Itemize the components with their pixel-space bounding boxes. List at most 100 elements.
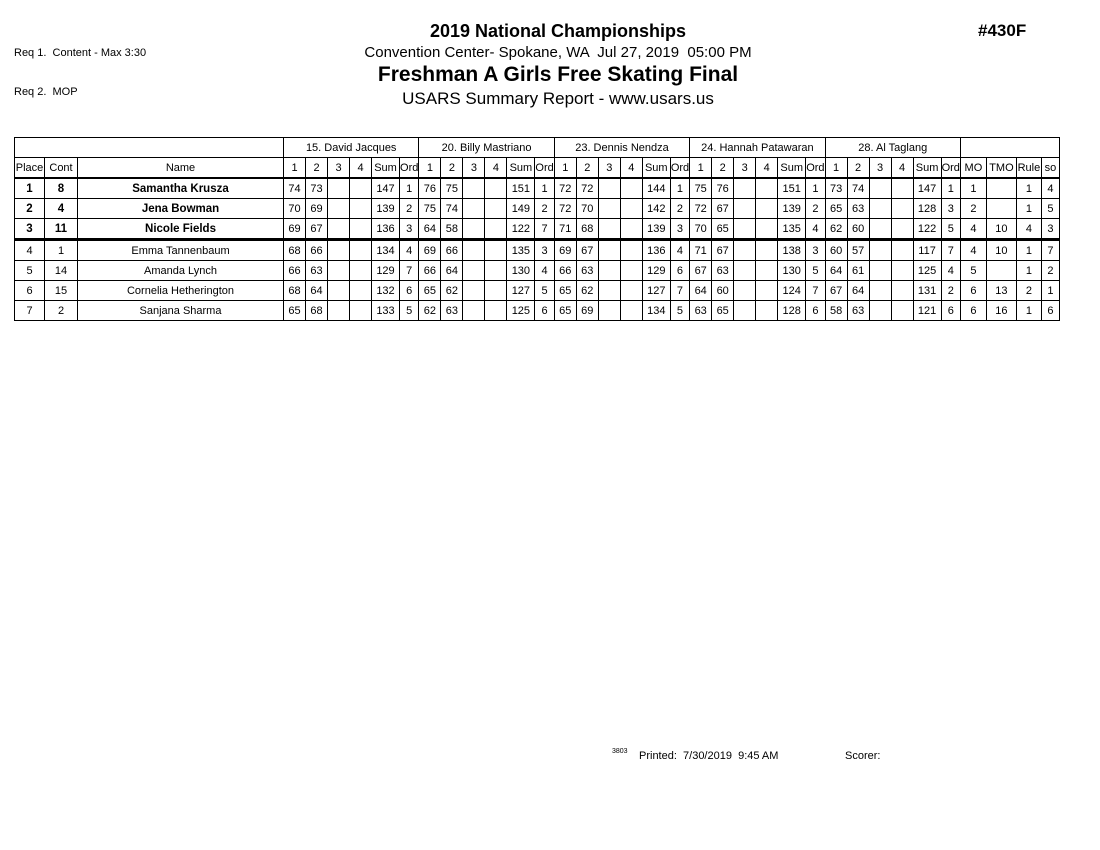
col-header-sum: Sum bbox=[506, 157, 536, 179]
judge-score-cell bbox=[868, 300, 892, 321]
judge-score-cell bbox=[484, 300, 508, 321]
event-code: #430F bbox=[978, 21, 1027, 40]
judge-score-cell bbox=[327, 218, 350, 241]
judge-sum-cell: 135 bbox=[506, 239, 536, 261]
judge-score-cell: 67 bbox=[575, 239, 599, 261]
judge-sum-cell: 136 bbox=[371, 218, 400, 241]
judge-score-cell: 68 bbox=[283, 280, 306, 301]
judge-score-cell: 70 bbox=[689, 218, 713, 241]
judge-sum-cell: 147 bbox=[371, 177, 400, 199]
col-header-place: Place bbox=[14, 157, 45, 179]
judge-ordinal-cell: 4 bbox=[534, 260, 555, 281]
judge-score-cell: 65 bbox=[824, 198, 848, 219]
so-cell: 7 bbox=[1040, 239, 1060, 261]
judge-score-cell: 63 bbox=[689, 300, 713, 321]
judge-score-cell: 67 bbox=[711, 239, 735, 261]
col-header-score-2: 2 bbox=[305, 157, 328, 179]
judge-score-cell bbox=[462, 300, 486, 321]
col-header-tmo: TMO bbox=[985, 157, 1017, 179]
judge-score-cell bbox=[597, 300, 621, 321]
judge-sum-cell: 139 bbox=[371, 198, 400, 219]
judge-score-cell bbox=[755, 177, 779, 199]
judge-ordinal-cell: 2 bbox=[805, 198, 826, 219]
judge-score-cell: 58 bbox=[440, 218, 464, 241]
col-header-score-1: 1 bbox=[553, 157, 577, 179]
judge-score-cell bbox=[327, 198, 350, 219]
judge-score-cell: 75 bbox=[418, 198, 442, 219]
judge-sum-cell: 129 bbox=[641, 260, 671, 281]
judge-sum-cell: 125 bbox=[912, 260, 942, 281]
table-row: 7 2 Sanjana Sharma 65 68 133 5 62 63 125 6 65 69 134 5… bbox=[14, 300, 1060, 321]
table-row: 4 1 Emma Tannenbaum 68 66 134 4 69 66 135 3 69 67 136… bbox=[14, 239, 1060, 261]
judge-score-cell bbox=[462, 177, 486, 199]
judge-group-header: 24. Hannah Patawaran bbox=[689, 137, 826, 158]
judge-ordinal-cell: 3 bbox=[398, 218, 420, 241]
judge-sum-cell: 129 bbox=[371, 260, 400, 281]
judge-sum-cell: 122 bbox=[506, 218, 536, 241]
judge-score-cell bbox=[349, 260, 372, 281]
so-cell: 6 bbox=[1040, 300, 1060, 321]
judge-score-cell bbox=[327, 300, 350, 321]
judge-score-cell: 62 bbox=[418, 300, 442, 321]
judge-ordinal-cell: 1 bbox=[940, 177, 961, 199]
contestant-number-cell: 14 bbox=[44, 260, 78, 281]
judge-sum-cell: 130 bbox=[777, 260, 807, 281]
mo-cell: 2 bbox=[959, 198, 987, 219]
judge-score-cell: 66 bbox=[283, 260, 306, 281]
judge-score-cell bbox=[462, 260, 486, 281]
col-header-score-3: 3 bbox=[868, 157, 892, 179]
judge-score-cell: 72 bbox=[575, 177, 599, 199]
judge-score-cell: 64 bbox=[824, 260, 848, 281]
table-row: 6 15 Cornelia Hetherington 68 64 132 6 65 62 127 5… bbox=[14, 280, 1060, 301]
rule-cell: 4 bbox=[1015, 218, 1042, 241]
skater-name-cell: Jena Bowman bbox=[77, 198, 284, 219]
judge-score-cell: 76 bbox=[418, 177, 442, 199]
judge-sum-cell: 130 bbox=[506, 260, 536, 281]
judge-score-cell: 74 bbox=[846, 177, 870, 199]
judge-sum-cell: 135 bbox=[777, 218, 807, 241]
judge-sum-cell: 131 bbox=[912, 280, 942, 301]
judge-ordinal-cell: 3 bbox=[534, 239, 555, 261]
judge-ordinal-cell: 3 bbox=[805, 239, 826, 261]
judge-score-cell: 63 bbox=[575, 260, 599, 281]
judge-score-cell bbox=[890, 198, 914, 219]
judge-score-cell: 63 bbox=[305, 260, 328, 281]
judge-ordinal-cell: 4 bbox=[940, 260, 961, 281]
judge-score-cell: 66 bbox=[418, 260, 442, 281]
col-header-score-1: 1 bbox=[689, 157, 713, 179]
venue-line: Convention Center- Spokane, WA Jul 27, 2… bbox=[364, 44, 752, 61]
so-cell: 3 bbox=[1040, 218, 1060, 241]
col-header-score-4: 4 bbox=[890, 157, 914, 179]
col-header-sum: Sum bbox=[371, 157, 400, 179]
judge-sum-cell: 139 bbox=[777, 198, 807, 219]
judge-ordinal-cell: 5 bbox=[669, 300, 691, 321]
col-header-score-3: 3 bbox=[327, 157, 350, 179]
judge-score-cell: 64 bbox=[305, 280, 328, 301]
judge-score-cell: 64 bbox=[418, 218, 442, 241]
judge-score-cell: 60 bbox=[824, 239, 848, 261]
so-cell: 4 bbox=[1040, 177, 1060, 199]
judge-score-cell: 62 bbox=[575, 280, 599, 301]
mo-cell: 5 bbox=[959, 260, 987, 281]
place-cell: 2 bbox=[14, 198, 45, 219]
judge-score-cell bbox=[619, 300, 643, 321]
judge-score-cell bbox=[462, 239, 486, 261]
col-header-score-4: 4 bbox=[619, 157, 643, 179]
judge-score-cell bbox=[733, 198, 757, 219]
judge-ordinal-cell: 7 bbox=[940, 239, 961, 261]
so-cell: 2 bbox=[1040, 260, 1060, 281]
judge-sum-cell: 125 bbox=[506, 300, 536, 321]
judge-score-cell: 72 bbox=[689, 198, 713, 219]
judge-sum-cell: 151 bbox=[506, 177, 536, 199]
scorer-label: Scorer: bbox=[845, 750, 881, 762]
judge-score-cell bbox=[733, 218, 757, 241]
footer-version: 3803 bbox=[612, 748, 628, 755]
col-header-score-4: 4 bbox=[755, 157, 779, 179]
judge-ordinal-cell: 6 bbox=[805, 300, 826, 321]
judge-score-cell: 69 bbox=[575, 300, 599, 321]
report-title: USARS Summary Report - www.usars.us bbox=[402, 89, 714, 108]
col-header-cont: Cont bbox=[44, 157, 78, 179]
table-row: 5 14 Amanda Lynch 66 63 129 7 66 64 130 4 66 63 129 6 6… bbox=[14, 260, 1060, 281]
judge-score-cell bbox=[349, 280, 372, 301]
judge-ordinal-cell: 2 bbox=[940, 280, 961, 301]
